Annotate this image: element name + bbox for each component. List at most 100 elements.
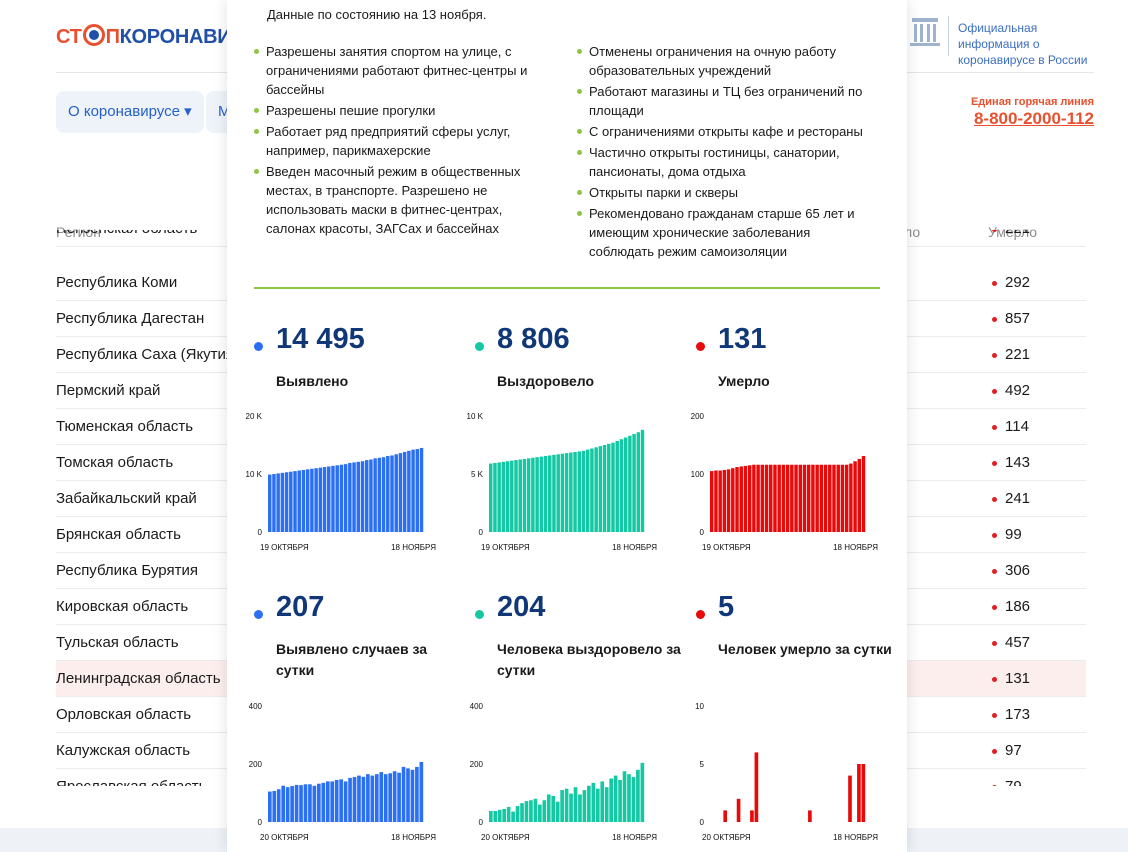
chart-bar[interactable]	[840, 464, 845, 532]
chart-bar[interactable]	[853, 461, 857, 532]
chart-bar[interactable]	[769, 464, 773, 532]
chart-bar[interactable]	[401, 766, 406, 822]
chart-bar[interactable]	[618, 779, 622, 822]
chart-bar[interactable]	[352, 777, 357, 822]
chart-bar[interactable]	[314, 468, 318, 532]
chart-bar[interactable]	[828, 464, 832, 532]
chart-bar[interactable]	[299, 785, 303, 822]
chart-bar[interactable]	[325, 781, 330, 822]
chart-bar[interactable]	[607, 443, 611, 532]
chart-bar[interactable]	[756, 464, 760, 532]
chart-bar[interactable]	[861, 764, 866, 822]
chart-bar[interactable]	[322, 467, 327, 532]
chart-bar[interactable]	[321, 782, 326, 822]
chart-bar[interactable]	[636, 769, 640, 822]
chart-bar[interactable]	[535, 457, 539, 532]
chart-bar[interactable]	[552, 454, 556, 532]
chart-bar[interactable]	[268, 791, 272, 822]
chart-bar[interactable]	[811, 464, 815, 532]
chart-bar[interactable]	[752, 464, 756, 532]
chart-bar[interactable]	[493, 462, 497, 532]
chart-bar[interactable]	[361, 776, 366, 822]
chart-bar[interactable]	[613, 775, 618, 822]
chart-bar[interactable]	[318, 467, 323, 532]
chart-bar[interactable]	[489, 463, 493, 532]
chart-bar[interactable]	[849, 463, 853, 532]
chart-bar[interactable]	[334, 779, 339, 822]
chart-bar[interactable]	[556, 454, 560, 532]
chart-bar[interactable]	[518, 459, 522, 533]
chart-bar[interactable]	[339, 464, 344, 532]
chart-bar[interactable]	[802, 464, 807, 532]
chart-bar[interactable]	[285, 787, 290, 822]
nav-about-dropdown[interactable]: О коронавирусе ▾	[56, 91, 204, 133]
chart-bar[interactable]	[623, 437, 628, 532]
chart-bar[interactable]	[415, 766, 419, 822]
chart-bar[interactable]	[308, 784, 312, 822]
chart-bar[interactable]	[582, 790, 587, 822]
chart-bar[interactable]	[640, 429, 645, 532]
chart-bar[interactable]	[370, 775, 375, 822]
col-header-died[interactable]: Умерло	[988, 224, 1038, 240]
chart-bar[interactable]	[722, 469, 727, 532]
chart-bar[interactable]	[555, 801, 560, 822]
chart-bar[interactable]	[515, 806, 520, 822]
chart-bar[interactable]	[398, 453, 403, 532]
chart-bar[interactable]	[577, 451, 581, 532]
chart-bar[interactable]	[514, 460, 518, 532]
gov-info-link[interactable]: Официальная информация о коронавирусе в …	[958, 21, 1088, 67]
chart-bar[interactable]	[357, 775, 361, 822]
chart-bar[interactable]	[578, 794, 582, 822]
chart-bar[interactable]	[615, 440, 619, 532]
chart-bar[interactable]	[794, 464, 798, 532]
chart-bar[interactable]	[564, 453, 569, 532]
chart-bar[interactable]	[714, 470, 718, 532]
chart-bar[interactable]	[815, 464, 819, 532]
chart-bar[interactable]	[587, 785, 591, 822]
chart-bar[interactable]	[360, 461, 365, 532]
chart-bar[interactable]	[289, 471, 293, 532]
chart-bar[interactable]	[785, 464, 790, 532]
chart-bar[interactable]	[272, 790, 277, 822]
chart-bar[interactable]	[600, 781, 605, 822]
chart-bar[interactable]	[710, 471, 714, 532]
chart-bar[interactable]	[764, 464, 769, 532]
chart-bar[interactable]	[591, 782, 596, 822]
chart-bar[interactable]	[276, 473, 280, 532]
chart-bar[interactable]	[364, 460, 369, 532]
chart-bar[interactable]	[317, 783, 321, 822]
chart-bar[interactable]	[736, 798, 741, 822]
chart-bar[interactable]	[281, 785, 286, 822]
chart-bar[interactable]	[411, 449, 415, 532]
chart-bar[interactable]	[731, 468, 735, 532]
chart-bar[interactable]	[747, 465, 752, 532]
chart-bar[interactable]	[381, 457, 386, 532]
col-header-region[interactable]: Регион	[56, 224, 101, 240]
chart-bar[interactable]	[590, 448, 594, 532]
chart-bar[interactable]	[735, 467, 739, 532]
chart-bar[interactable]	[268, 474, 272, 532]
chart-bar[interactable]	[419, 761, 424, 822]
chart-bar[interactable]	[819, 464, 824, 532]
chart-bar[interactable]	[406, 768, 410, 822]
chart-bar[interactable]	[290, 786, 294, 822]
chart-bar[interactable]	[489, 810, 493, 822]
chart-bar[interactable]	[293, 471, 297, 532]
chart-bar[interactable]	[602, 445, 607, 532]
chart-bar[interactable]	[303, 784, 308, 822]
chart-bar[interactable]	[548, 455, 552, 532]
chart-bar[interactable]	[410, 769, 415, 822]
chart-bar[interactable]	[374, 774, 379, 822]
chart-bar[interactable]	[386, 456, 390, 532]
chart-bar[interactable]	[511, 811, 515, 822]
chart-bar[interactable]	[543, 456, 548, 532]
chart-bar[interactable]	[294, 784, 299, 822]
chart-bar[interactable]	[280, 472, 285, 532]
chart-bar[interactable]	[594, 447, 598, 532]
chart-bar[interactable]	[366, 774, 370, 822]
chart-bar[interactable]	[573, 451, 577, 532]
chart-bar[interactable]	[531, 457, 535, 532]
chart-bar[interactable]	[352, 462, 356, 532]
chart-bar[interactable]	[419, 447, 424, 532]
chart-bar[interactable]	[497, 809, 502, 822]
